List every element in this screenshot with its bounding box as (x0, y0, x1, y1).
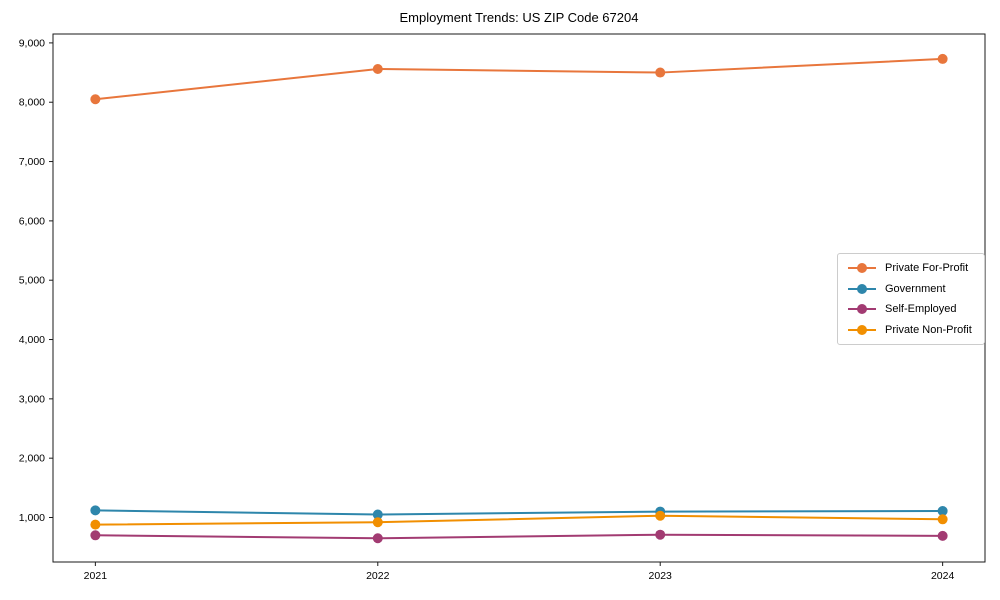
y-axis-tick-label: 5,000 (19, 275, 45, 287)
data-point (655, 510, 666, 521)
data-point (372, 509, 383, 520)
legend-item: Self-Employed (847, 299, 978, 320)
data-point (937, 514, 948, 525)
y-axis-tick-label: 4,000 (19, 334, 45, 346)
y-axis-tick-label: 7,000 (19, 156, 45, 168)
x-axis-tick-label: 2022 (366, 570, 390, 582)
legend-marker-icon (848, 263, 876, 274)
legend-marker-icon (848, 304, 876, 315)
y-axis-tick-label: 2,000 (19, 453, 45, 465)
series-line-private-for-profit (95, 57, 943, 101)
legend-label: Private For-Profit (885, 262, 969, 275)
legend-label: Government (885, 282, 946, 295)
axes-frame (52, 33, 986, 563)
data-point (372, 64, 383, 75)
data-point (90, 505, 101, 516)
legend-marker-icon (848, 283, 876, 294)
data-point (372, 533, 383, 544)
data-point (937, 505, 948, 516)
y-axis-tick-label: 8,000 (19, 97, 45, 109)
y-axis-tick-label: 3,000 (19, 393, 45, 405)
chart-title: Employment Trends: US ZIP Code 67204 (399, 10, 639, 25)
y-axis-tick-label: 6,000 (19, 215, 45, 227)
data-point (655, 67, 666, 78)
x-axis-tick-label: 2024 (931, 570, 955, 582)
data-point (655, 529, 666, 540)
legend-label: Self-Employed (885, 303, 957, 316)
series-line-private-non-profit (95, 514, 943, 526)
legend-item: Private For-Profit (847, 258, 978, 279)
data-point (90, 94, 101, 105)
series-line-government (95, 509, 943, 516)
legend-item: Private Non-Profit (847, 320, 978, 341)
y-axis-tick-label: 9,000 (19, 37, 45, 49)
legend-marker-icon (848, 324, 876, 335)
legend-item: Government (847, 279, 978, 300)
series-line-self-employed (95, 533, 943, 540)
data-point (90, 519, 101, 530)
x-axis-tick-label: 2023 (649, 570, 673, 582)
legend-label: Private Non-Profit (885, 323, 972, 336)
data-point (372, 517, 383, 528)
x-axis-tick-label: 2021 (84, 570, 108, 582)
data-point (937, 53, 948, 64)
data-point (90, 530, 101, 541)
legend: Private For-Profit Government Self-Employe… (837, 253, 985, 345)
y-axis-tick-label: 1,000 (19, 512, 45, 524)
data-point (937, 530, 948, 541)
